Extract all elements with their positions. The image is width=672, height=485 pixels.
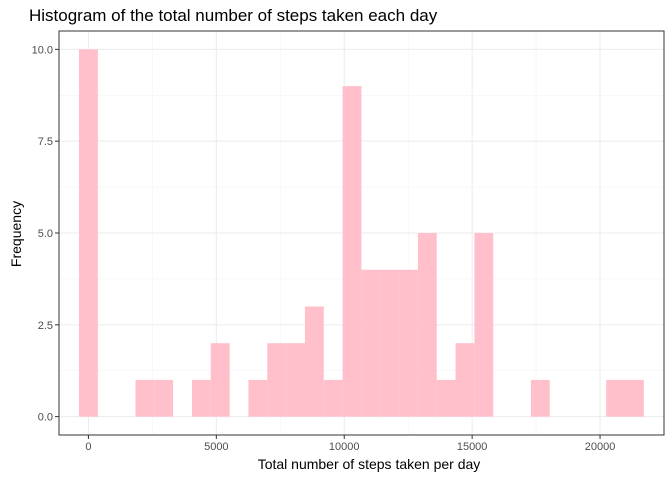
histogram-bar bbox=[417, 233, 437, 417]
x-tick-label: 5000 bbox=[204, 441, 228, 453]
y-axis-ticks: 0.0 2.5 5.0 7.5 10.0 bbox=[32, 44, 59, 424]
x-tick-label: 10000 bbox=[329, 441, 360, 453]
y-axis-title: Frequency bbox=[8, 200, 24, 268]
x-tick-label: 20000 bbox=[585, 441, 616, 453]
y-tick-label: 2.5 bbox=[38, 320, 53, 332]
histogram-bar bbox=[436, 379, 456, 417]
x-axis-ticks: 0 5000 10000 15000 20000 bbox=[85, 435, 615, 453]
y-tick-label: 0.0 bbox=[38, 412, 53, 424]
histogram-bar bbox=[154, 379, 174, 417]
histogram-bar bbox=[342, 86, 362, 417]
histogram-bar bbox=[399, 269, 418, 417]
histogram-bar bbox=[625, 379, 644, 417]
histogram-bar bbox=[191, 379, 211, 417]
histogram-bar bbox=[210, 343, 230, 417]
histogram-bar bbox=[361, 269, 381, 417]
histogram-bar bbox=[135, 379, 155, 417]
histogram-bar bbox=[79, 49, 98, 417]
y-tick-label: 10.0 bbox=[32, 44, 53, 56]
histogram-bar bbox=[380, 269, 400, 417]
histogram-bar bbox=[286, 343, 305, 417]
x-tick-label: 15000 bbox=[457, 441, 488, 453]
y-tick-label: 7.5 bbox=[38, 136, 53, 148]
y-tick-label: 5.0 bbox=[38, 228, 53, 240]
histogram-bar bbox=[606, 379, 626, 417]
histogram-bar bbox=[304, 306, 324, 417]
histogram-bar bbox=[455, 343, 475, 417]
x-tick-label: 0 bbox=[85, 441, 91, 453]
histogram-bar bbox=[323, 379, 343, 417]
chart-title: Histogram of the total number of steps t… bbox=[29, 6, 438, 25]
histogram-bar bbox=[530, 379, 550, 417]
histogram-bar bbox=[267, 343, 287, 417]
histogram-bar bbox=[474, 233, 494, 417]
histogram-bar bbox=[248, 379, 268, 417]
histogram-bars bbox=[79, 49, 644, 417]
x-axis-title: Total number of steps taken per day bbox=[257, 456, 481, 472]
